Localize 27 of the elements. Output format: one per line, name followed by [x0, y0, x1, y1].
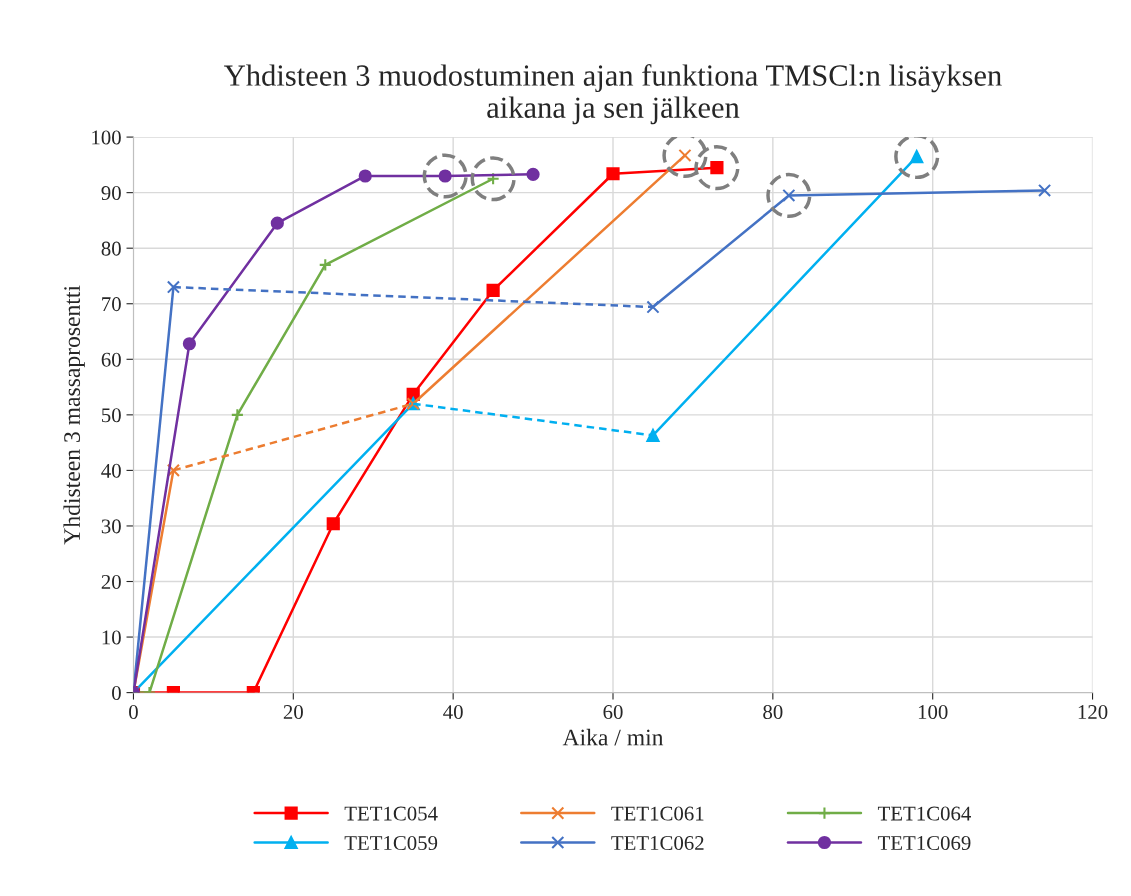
y-tick-label: 100 [92, 130, 121, 145]
x-tick-label: 100 [918, 705, 948, 720]
y-tick-label: 60 [101, 352, 121, 367]
y-tick-label: 30 [101, 519, 121, 534]
x-tick-label: 80 [763, 705, 783, 720]
legend-label: TET1C064 [877, 806, 971, 821]
y-tick-label: 50 [102, 408, 121, 423]
legend-label: TET1C054 [344, 806, 438, 821]
y-tick-label: 40 [101, 463, 121, 478]
x-tick-label: 20 [283, 705, 303, 720]
legend-label: TET1C069 [877, 835, 971, 851]
x-tick-label: 120 [1078, 705, 1108, 720]
x-tick-label: 40 [443, 705, 463, 720]
legend-label: TET1C062 [611, 835, 704, 851]
legend-label: TET1C061 [611, 806, 704, 821]
legend-label: TET1C059 [344, 835, 438, 851]
y-tick-label: 90 [101, 186, 121, 201]
y-tick-label: 0 [112, 685, 121, 701]
x-axis-title: Aika / min [562, 728, 664, 746]
y-tick-label: 80 [101, 241, 121, 256]
y-tick-label: 70 [102, 297, 121, 312]
chart-title: Yhdisteen 3 muodostuminen ajan funktiona TMSCl:n lisäyksen aikana ja sen jälkeen [224, 64, 1002, 125]
y-axis-title: Yhdisteen 3 massaprosentti [63, 285, 85, 545]
y-tick-label: 10 [102, 630, 121, 645]
x-tick-label: 0 [129, 705, 138, 720]
x-tick-label: 60 [603, 705, 623, 720]
y-tick-label: 20 [101, 574, 121, 589]
